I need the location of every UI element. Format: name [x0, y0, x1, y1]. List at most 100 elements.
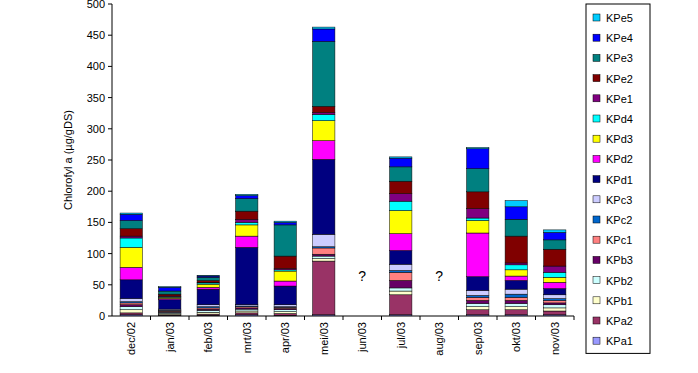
legend-swatch — [593, 337, 600, 344]
bar-segment — [467, 310, 489, 315]
bar-segment — [313, 41, 335, 106]
bar-segment — [236, 219, 258, 222]
legend-box — [586, 4, 650, 353]
y-tick — [108, 35, 112, 36]
bar-segment — [159, 286, 181, 288]
bar-segment — [236, 309, 258, 311]
bar-segment — [467, 277, 489, 291]
bar-segment — [467, 218, 489, 220]
bar-segment — [159, 291, 181, 294]
bar-segment — [390, 280, 412, 287]
bars — [120, 27, 566, 316]
y-tick-label: 150 — [87, 216, 105, 228]
bar-segment — [120, 305, 142, 307]
bar-segment — [159, 311, 181, 313]
legend-label: KPe3 — [606, 52, 633, 64]
x-tick-label: feb/03 — [202, 322, 214, 353]
bar-segment — [313, 259, 335, 261]
bar-segment — [197, 276, 219, 277]
y-tick-label: 50 — [93, 279, 105, 291]
bar-segment — [236, 199, 258, 211]
bar-segment — [236, 194, 258, 195]
bar-segment — [544, 308, 566, 311]
bar-segment — [390, 272, 412, 280]
bar-segment — [197, 275, 219, 277]
bar-segment — [467, 295, 489, 297]
bar-segment — [274, 310, 296, 312]
bar-segment — [159, 311, 181, 313]
bar-segment — [544, 305, 566, 308]
annotation: ? — [435, 268, 443, 284]
bar-segment — [467, 290, 489, 295]
bar-segment — [505, 207, 527, 219]
y-tick — [108, 160, 112, 161]
bar-segment — [197, 277, 219, 280]
bar-segment — [313, 234, 335, 246]
y-axis-label: Chlorofyl a (µg/gDS) — [62, 110, 74, 210]
legend-label: KPc1 — [606, 234, 632, 246]
y-tick — [108, 284, 112, 285]
bar-segment — [544, 272, 566, 277]
bar-segment — [120, 247, 142, 267]
bar-segment — [505, 300, 527, 303]
legend-label: KPd2 — [606, 153, 633, 165]
bar-segment — [390, 211, 412, 234]
y-tick-label: 450 — [87, 29, 105, 41]
bar-segment — [159, 296, 181, 298]
bar-segment — [544, 295, 566, 299]
legend-label: KPe4 — [606, 32, 633, 44]
bar-segment — [390, 158, 412, 167]
bar-segment — [390, 250, 412, 264]
x-tick — [535, 316, 536, 320]
bar-segment — [159, 310, 181, 312]
bar-segment — [313, 254, 335, 256]
bar-segment — [236, 196, 258, 199]
bar-segment — [544, 230, 566, 232]
bar-segment — [505, 280, 527, 289]
bar-segment — [505, 276, 527, 280]
bar-segment — [236, 236, 258, 247]
bar-segment — [236, 311, 258, 313]
legend-label: KPe5 — [606, 12, 633, 24]
bar-segment — [313, 27, 335, 29]
bar-segment — [120, 221, 142, 229]
legend-label: KPc3 — [606, 194, 632, 206]
legend-swatch — [593, 236, 600, 243]
y-tick-label: 300 — [87, 123, 105, 135]
bar-segment — [505, 270, 527, 276]
bar-segment — [390, 295, 412, 315]
legend-swatch — [593, 317, 600, 324]
legend-swatch — [593, 75, 600, 82]
bar-segment — [505, 294, 527, 297]
bar-segment — [313, 141, 335, 160]
y-tick — [108, 316, 112, 317]
y-tick — [108, 66, 112, 67]
y-tick-label: 250 — [87, 154, 105, 166]
bar-segment — [544, 303, 566, 305]
bar-segment — [274, 307, 296, 308]
legend-swatch — [593, 216, 600, 223]
bar-segment — [313, 261, 335, 315]
x-tick — [189, 316, 190, 320]
bar-segment — [505, 265, 527, 270]
bar-segment — [120, 280, 142, 299]
bar-segment — [390, 157, 412, 158]
legend-swatch — [593, 176, 600, 183]
y-tick — [108, 128, 112, 129]
bar-segment — [120, 214, 142, 220]
annotation: ? — [358, 268, 366, 284]
bar-segment — [313, 159, 335, 234]
legend-label: KPb2 — [606, 275, 633, 287]
bar-segment — [236, 225, 258, 236]
y-tick — [108, 222, 112, 223]
bar-segment — [274, 312, 296, 314]
bar-segment — [505, 263, 527, 265]
legend-label: KPb1 — [606, 295, 633, 307]
bar-segment — [236, 247, 258, 304]
bar-segment — [467, 304, 489, 307]
x-tick-label: dec/02 — [125, 322, 137, 355]
bar-segment — [544, 277, 566, 282]
bar-segment — [313, 114, 335, 120]
bar-segment — [467, 307, 489, 310]
bar-segment — [544, 249, 566, 266]
